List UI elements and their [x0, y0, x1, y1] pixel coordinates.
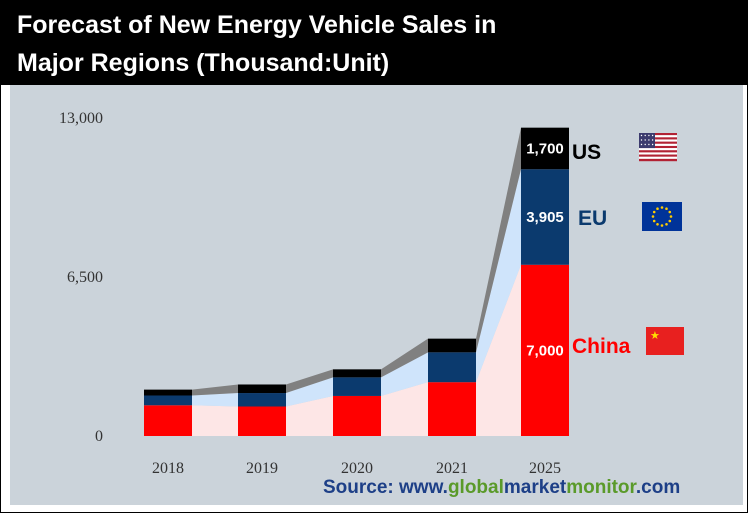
us-bar-2018	[144, 389, 192, 396]
us-bar-2020	[333, 369, 381, 378]
x-tick-label-2019: 2019	[246, 460, 278, 477]
x-tick-label-2018: 2018	[152, 460, 184, 477]
source-credit: Source: www.globalmarketmonitor.com	[323, 477, 680, 499]
x-tick-label-2021: 2021	[436, 460, 468, 477]
china-bar-2025	[521, 264, 569, 436]
china-flag-icon: ★	[646, 327, 684, 355]
region-label-us: US	[572, 141, 601, 164]
source-part-market: market	[503, 477, 567, 498]
plot-panel: 0 6,500 13,000 2018 2019 2020 2021 2025 7,000 3,9…	[10, 85, 743, 505]
china-bar-2021	[428, 382, 476, 436]
y-tick-label-1: 6,500	[67, 269, 103, 286]
source-prefix: Source: www.	[323, 477, 448, 498]
x-tick-label-2025: 2025	[529, 460, 561, 477]
x-tick-label-2020: 2020	[341, 460, 373, 477]
y-tick-label-2: 13,000	[59, 110, 103, 127]
data-label-china-2025: 7,000	[526, 342, 564, 359]
us-bar-2025	[521, 127, 569, 170]
region-label-china: China	[572, 335, 631, 358]
chart-svg: 0 6,500 13,000 2018 2019 2020 2021 2025 7,000 3,9…	[59, 110, 684, 477]
chart-title-line-2: Major Regions (Thousand:Unit)	[17, 49, 390, 77]
eu-flag-icon	[642, 202, 682, 231]
china-bar-2020	[333, 395, 381, 436]
y-tick-label-0: 0	[95, 428, 103, 445]
source-part-global: global	[447, 477, 504, 498]
eu-bar-2019	[238, 393, 286, 407]
eu-bar-2020	[333, 377, 381, 396]
data-label-us-2025: 1,700	[526, 140, 564, 157]
china-bar-2019	[238, 406, 286, 436]
china-connector-area	[192, 264, 521, 436]
us-bar-2019	[238, 384, 286, 394]
svg-text:★: ★	[650, 329, 660, 342]
eu-bar-2021	[428, 352, 476, 383]
chart-title-line-1: Forecast of New Energy Vehicle Sales in	[17, 11, 497, 39]
region-label-eu: EU	[578, 207, 607, 230]
data-label-eu-2025: 3,905	[526, 209, 564, 226]
source-part-monitor: monitor	[566, 477, 636, 498]
title-bar: Forecast of New Energy Vehicle Sales in …	[1, 1, 747, 85]
eu-bar-2018	[144, 395, 192, 406]
source-suffix: .com	[635, 477, 681, 498]
china-bar-2018	[144, 405, 192, 436]
us-bar-2021	[428, 338, 476, 353]
us-flag-icon	[639, 133, 677, 162]
eu-bar-2025	[521, 169, 569, 265]
